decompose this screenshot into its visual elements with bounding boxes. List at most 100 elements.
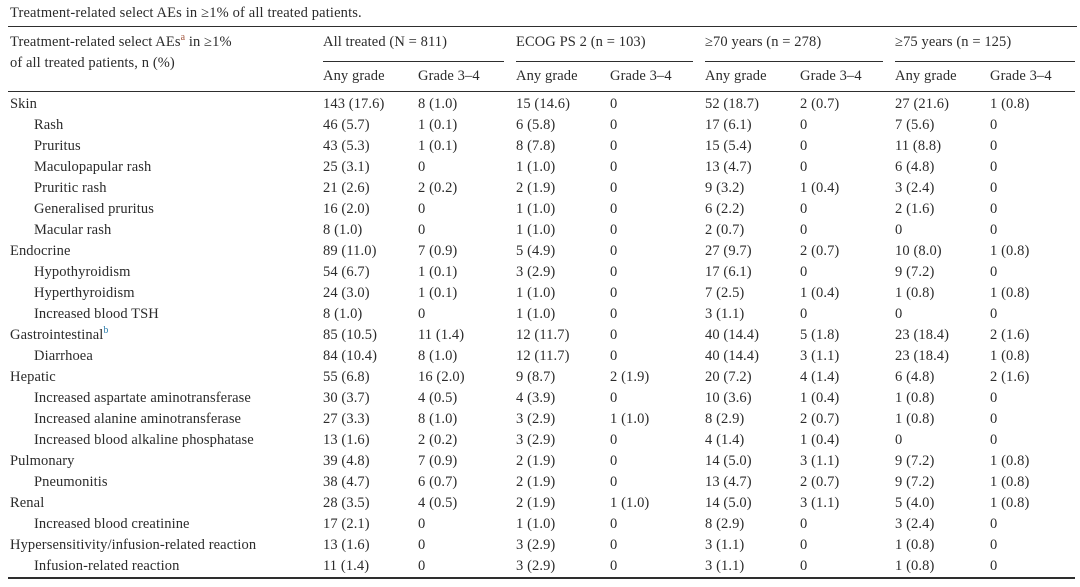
value-cell: 2 (1.9) [516, 453, 556, 469]
value-cell: 52 (18.7) [705, 96, 760, 112]
value-cell: 0 [800, 516, 808, 532]
table-row: Hyperthyroidism 24 (3.0) 1 (0.1) 1 (1.0) 0 7 … [8, 283, 1075, 304]
value-cell: 0 [418, 306, 426, 322]
corner-header-line1-cont: in ≥1% [185, 34, 232, 50]
value-cell: 143 (17.6) [323, 96, 385, 112]
value-cell: 1 (1.0) [610, 411, 650, 427]
value-cell: 8 (1.0) [418, 411, 458, 427]
value-cell: 3 (2.9) [516, 556, 610, 579]
value-cell: 27 (3.3) [323, 411, 370, 427]
value-cell: 0 [610, 243, 618, 259]
value-cell: 2 (1.9) [516, 474, 556, 490]
table-row: Endocrine 89 (11.0) 7 (0.9) 5 (4.9) 0 27 (9.7… [8, 241, 1075, 262]
value-cell: 1 (0.4) [800, 285, 840, 301]
subcolumn-any-grade: Any grade [705, 62, 800, 92]
value-cell: 0 [418, 222, 426, 238]
column-group-ecog-ps2: ECOG PS 2 (n = 103) [516, 27, 705, 62]
value-cell: 38 (4.7) [323, 474, 370, 490]
value-cell: 0 [418, 537, 426, 553]
value-cell: 0 [800, 117, 808, 133]
value-cell: 6 (2.2) [705, 201, 745, 217]
value-cell: 0 [990, 264, 998, 280]
value-cell: 1 (0.1) [418, 117, 458, 133]
value-cell: 1 (1.0) [516, 159, 556, 175]
value-cell: 3 (2.9) [516, 411, 556, 427]
footnote-marker-a: a [180, 32, 186, 44]
value-cell: 8 (2.9) [705, 516, 745, 532]
value-cell: 1 (0.1) [418, 285, 458, 301]
value-cell: 10 (8.0) [895, 243, 942, 259]
value-cell: 4 (0.5) [418, 495, 458, 511]
value-cell: 0 [610, 516, 618, 532]
value-cell: 1 (0.8) [990, 495, 1030, 511]
value-cell: 1 (0.8) [895, 556, 991, 579]
row-label: Maculopapular rash [34, 159, 152, 175]
value-cell: 4 (1.4) [800, 369, 840, 385]
table-row: Renal 28 (3.5) 4 (0.5) 2 (1.9) 1 (1.0) 14 (5.… [8, 493, 1075, 514]
value-cell: 1 (0.8) [895, 411, 935, 427]
row-label: Infusion-related reaction [8, 556, 323, 579]
value-cell: 0 [990, 411, 998, 427]
value-cell: 0 [610, 117, 618, 133]
value-cell: 5 (1.8) [800, 327, 840, 343]
value-cell: 3 (1.1) [800, 495, 840, 511]
footnote-marker-b: b [103, 325, 109, 337]
row-label: Hepatic [10, 369, 56, 385]
column-group-label: ≥70 years (n = 278) [705, 34, 822, 50]
value-cell: 46 (5.7) [323, 117, 370, 133]
value-cell: 2 (0.7) [800, 96, 840, 112]
value-cell: 0 [800, 201, 808, 217]
row-label: Diarrhoea [34, 348, 93, 364]
value-cell: 54 (6.7) [323, 264, 370, 280]
value-cell: 7 (5.6) [895, 117, 935, 133]
subcolumn-grade-3-4: Grade 3–4 [990, 62, 1076, 92]
column-group-all-treated: All treated (N = 811) [323, 27, 516, 62]
value-cell: 55 (6.8) [323, 369, 370, 385]
table-row: Maculopapular rash 25 (3.1) 0 1 (1.0) 0 13 (4… [8, 157, 1075, 178]
table-row: Increased alanine aminotransferase 27 (3.… [8, 409, 1075, 430]
value-cell: 0 [990, 537, 998, 553]
value-cell: 0 [610, 390, 618, 406]
value-cell: 0 [610, 96, 618, 112]
table-row: Hepatic 55 (6.8) 16 (2.0) 9 (8.7) 2 (1.9) 20 … [8, 367, 1075, 388]
value-cell: 7 (0.9) [418, 243, 458, 259]
value-cell: 6 (4.8) [895, 369, 935, 385]
value-cell: 2 (0.7) [800, 474, 840, 490]
value-cell: 4 (1.4) [705, 432, 745, 448]
value-cell: 0 [610, 306, 618, 322]
row-label: Pruritus [34, 138, 81, 154]
value-cell: 6 (0.7) [418, 474, 458, 490]
value-cell: 21 (2.6) [323, 180, 370, 196]
value-cell: 0 [418, 159, 426, 175]
value-cell: 8 (1.0) [418, 348, 458, 364]
value-cell: 7 (2.5) [705, 285, 745, 301]
value-cell: 12 (11.7) [516, 348, 570, 364]
value-cell: 2 (1.6) [895, 201, 935, 217]
value-cell: 12 (11.7) [516, 327, 570, 343]
value-cell: 23 (18.4) [895, 327, 950, 343]
value-cell: 39 (4.8) [323, 453, 370, 469]
value-cell: 0 [990, 138, 998, 154]
value-cell: 2 (0.7) [705, 222, 745, 238]
value-cell: 7 (0.9) [418, 453, 458, 469]
value-cell: 2 (1.9) [610, 369, 650, 385]
subcolumn-grade-3-4: Grade 3–4 [610, 62, 705, 92]
row-label: Rash [34, 117, 64, 133]
value-cell: 0 [990, 201, 998, 217]
value-cell: 1 (0.8) [990, 474, 1030, 490]
subcolumn-grade-3-4: Grade 3–4 [418, 62, 516, 92]
value-cell: 0 [418, 201, 426, 217]
value-cell: 11 (8.8) [895, 138, 942, 154]
value-cell: 1 (0.1) [418, 138, 458, 154]
table-row: Pulmonary 39 (4.8) 7 (0.9) 2 (1.9) 0 14 (5.0)… [8, 451, 1075, 472]
value-cell: 0 [610, 556, 705, 579]
value-cell: 6 (4.8) [895, 159, 935, 175]
row-label: Macular rash [34, 222, 112, 238]
value-cell: 9 (7.2) [895, 474, 935, 490]
value-cell: 17 (6.1) [705, 117, 752, 133]
value-cell: 27 (21.6) [895, 96, 950, 112]
value-cell: 0 [895, 222, 903, 238]
table-body: Skin 143 (17.6) 8 (1.0) 15 (14.6) 0 52 (18.7)… [8, 92, 1076, 579]
value-cell: 3 (2.9) [516, 537, 556, 553]
value-cell: 0 [610, 222, 618, 238]
